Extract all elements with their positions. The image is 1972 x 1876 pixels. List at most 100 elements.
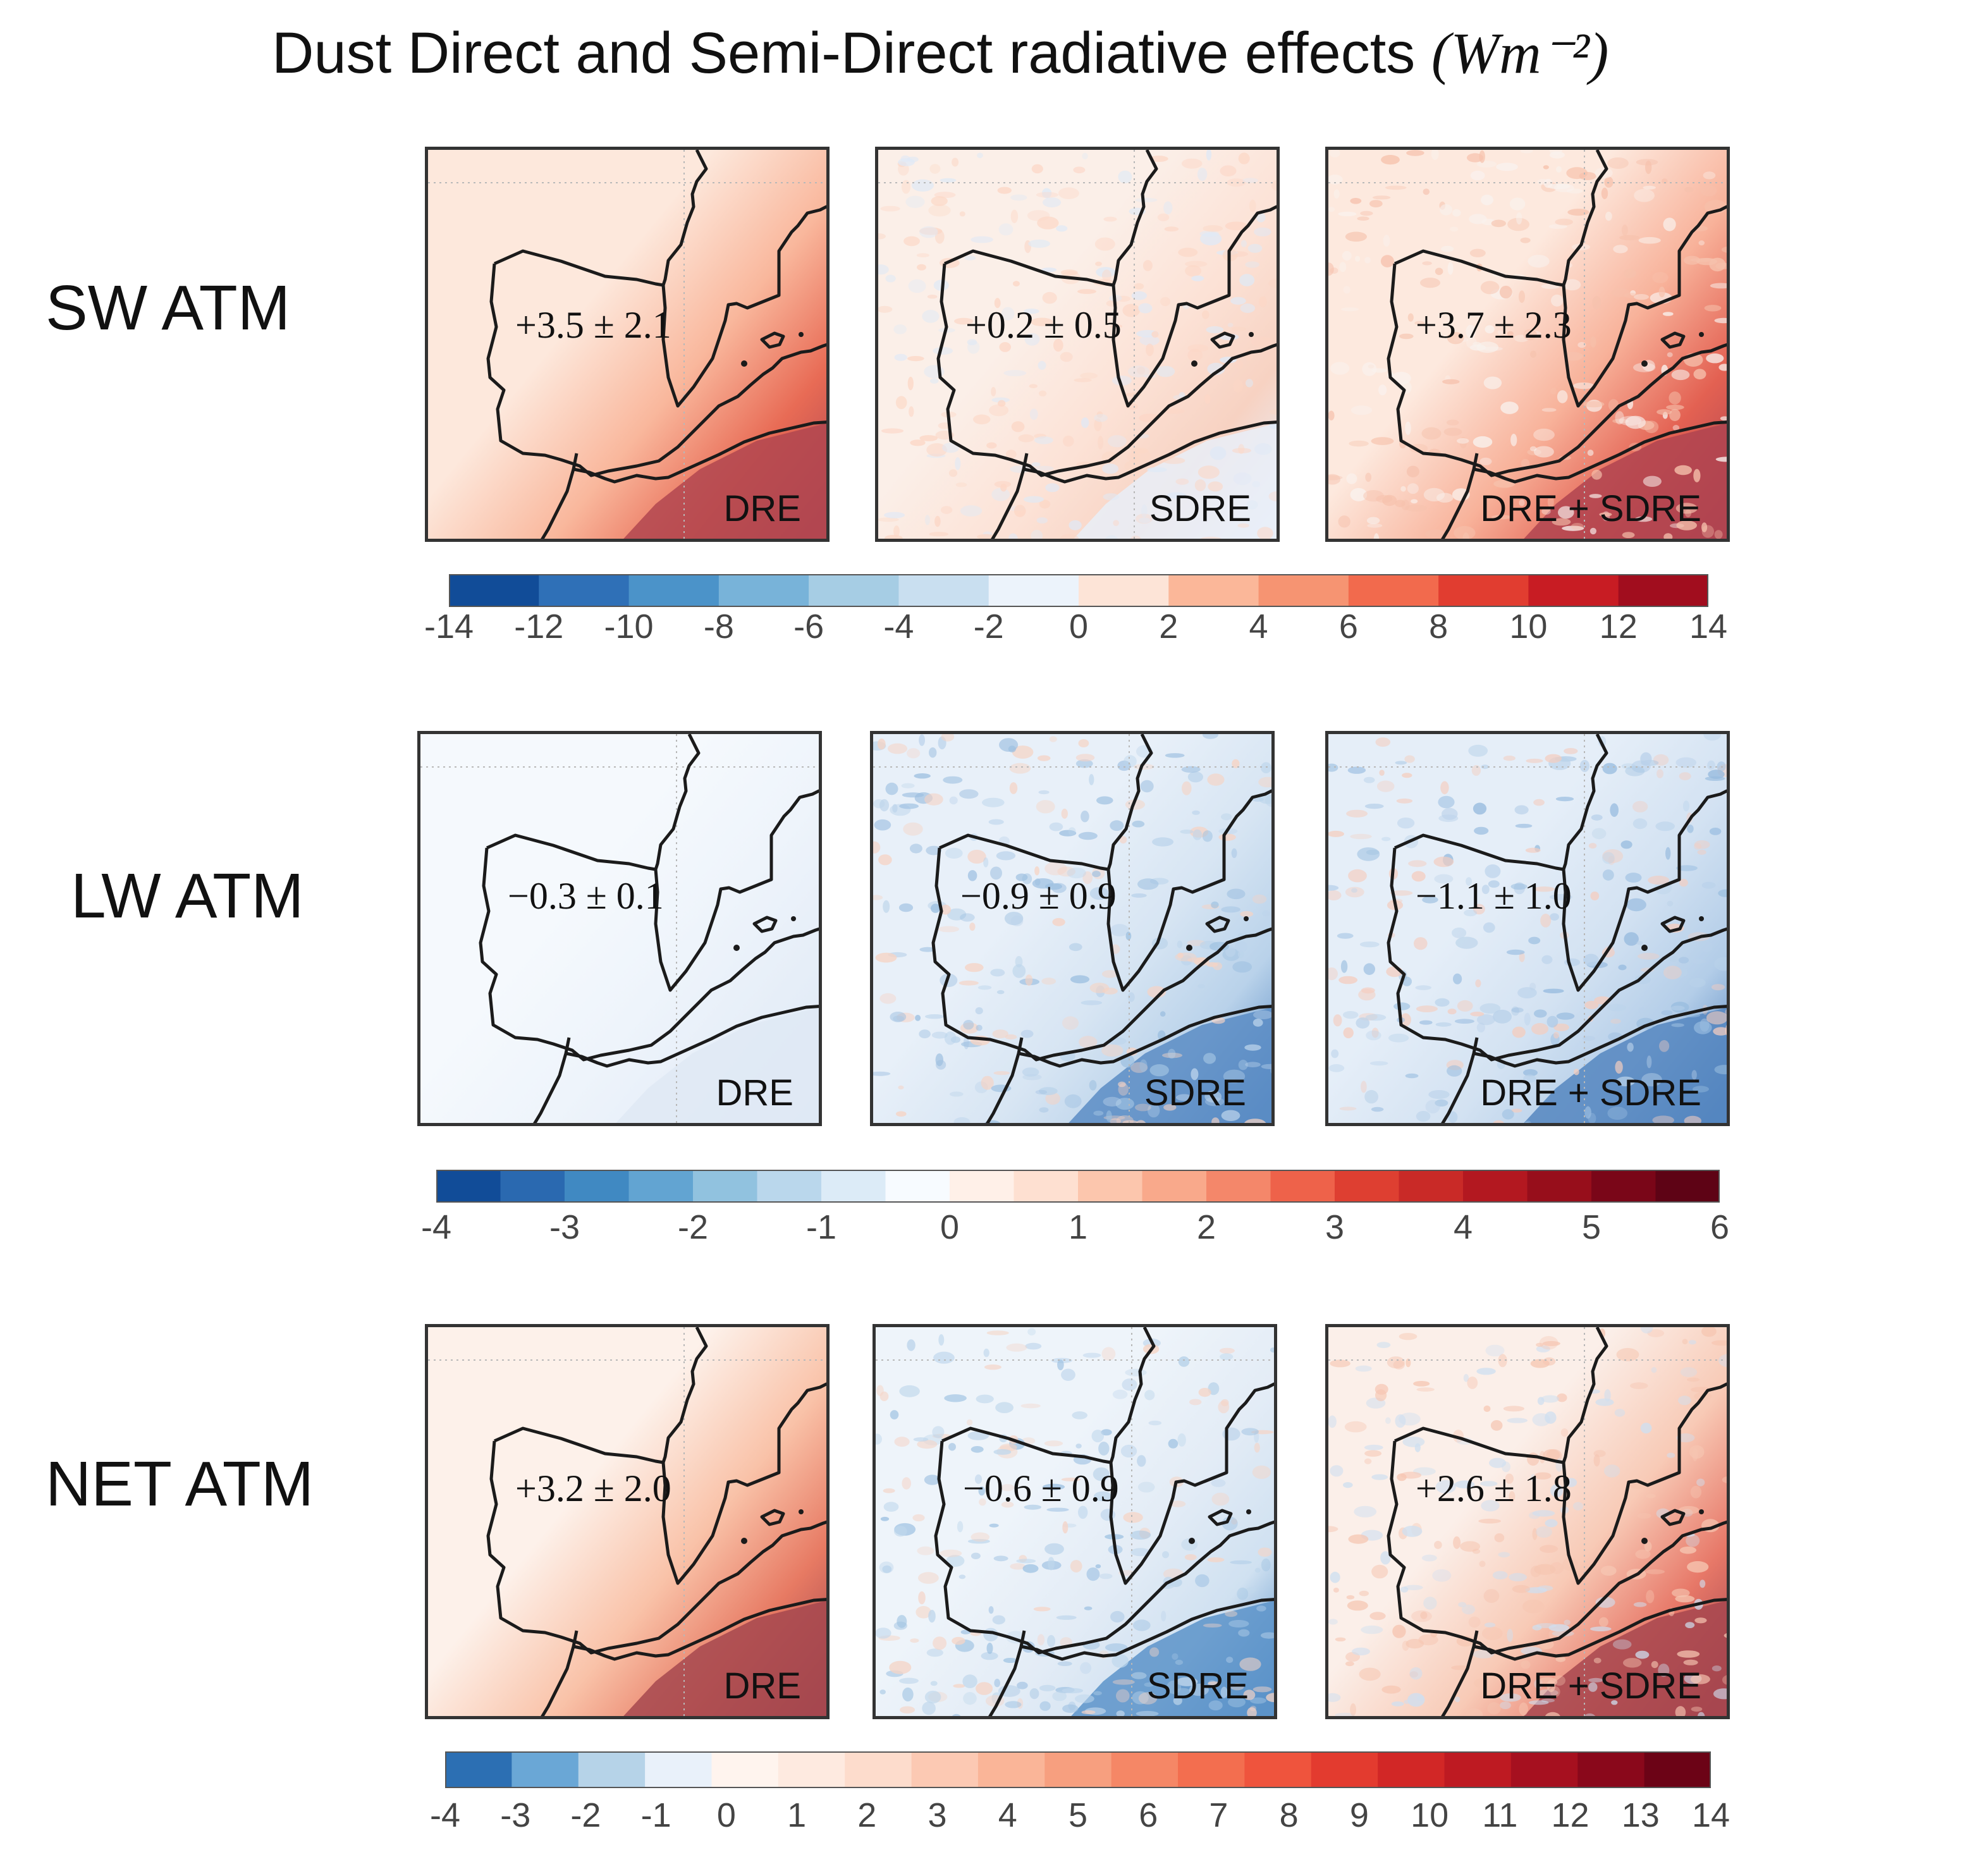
map-speckle [1566, 167, 1588, 180]
map-speckle [1675, 1706, 1686, 1716]
map-speckle [1593, 1454, 1600, 1467]
map-speckle [913, 1437, 929, 1442]
map-speckle [1093, 1467, 1110, 1481]
map-speckle [1089, 983, 1110, 993]
map-speckle [1016, 1559, 1036, 1564]
map-speckle [1651, 1367, 1657, 1373]
map-speckle [1257, 527, 1273, 539]
map-speckle [1684, 1115, 1701, 1123]
map-speckle [1542, 1340, 1560, 1346]
map-speckle [1622, 532, 1635, 538]
map-speckle [1139, 335, 1160, 346]
map-speckle [883, 900, 890, 913]
colorbar-segment [718, 574, 809, 607]
map-speckle [1258, 1547, 1272, 1557]
map-speckle [1514, 805, 1529, 815]
map-speckle [1387, 1356, 1405, 1369]
map-speckle [1408, 860, 1427, 867]
map-speckle [1187, 771, 1203, 783]
map-speckle [1352, 1647, 1370, 1656]
map-speckle [1529, 446, 1537, 451]
panel-label: DRE [723, 488, 801, 529]
map-speckle [1038, 790, 1050, 795]
map-speckle [1256, 1605, 1266, 1612]
map-speckle [1112, 1389, 1128, 1399]
map-speckle [1247, 1707, 1257, 1716]
map-speckle [984, 1364, 1001, 1370]
map-speckle [1662, 312, 1674, 316]
map-speckle [1382, 494, 1397, 506]
map-speckle [1004, 912, 1024, 926]
map-speckle [1039, 500, 1051, 509]
coastline [1562, 734, 1608, 870]
map-speckle [1519, 1702, 1528, 1716]
map-speckle [1227, 888, 1246, 900]
map-speckle [1037, 216, 1059, 230]
map-speckle [1675, 503, 1698, 514]
map-speckle [925, 1014, 944, 1019]
map-speckle [1161, 1124, 1180, 1126]
map-speckle [986, 1643, 993, 1654]
map-speckle [1096, 267, 1116, 278]
colorbar-segment [1311, 1751, 1378, 1788]
map-speckle [1225, 221, 1248, 231]
map-speckle [994, 298, 1001, 309]
map-speckle [986, 442, 997, 449]
map-speckle [981, 1076, 994, 1090]
map-speckle [1557, 1393, 1567, 1402]
map-speckle [1541, 408, 1557, 412]
map-speckle [957, 1521, 964, 1533]
map-speckle [976, 1682, 993, 1695]
map-speckle [1709, 828, 1722, 835]
island-marker [1641, 360, 1648, 367]
map-speckle [1132, 820, 1145, 828]
map-speckle [1185, 265, 1202, 277]
map-speckle [940, 1549, 962, 1557]
map-speckle [1189, 1399, 1202, 1406]
map-speckle [1168, 1048, 1176, 1059]
map-speckle [1077, 289, 1096, 294]
map-speckle [1638, 953, 1660, 960]
panel-label: SDRE [1146, 1665, 1249, 1707]
map-speckle [1454, 1019, 1474, 1024]
map-speckle [1375, 1389, 1387, 1402]
map-speckle [1652, 272, 1669, 283]
colorbar-border [445, 1751, 1711, 1788]
coastline [1393, 1382, 1727, 1585]
map-south-region [1524, 1007, 1727, 1123]
map-speckle [998, 223, 1014, 236]
map-speckle [1240, 910, 1254, 917]
map-speckle [989, 404, 1009, 417]
map-speckle [1698, 240, 1705, 246]
map-speckle [1203, 225, 1223, 232]
map-speckle [1122, 303, 1140, 317]
map-speckle [1491, 515, 1512, 520]
map-speckle [1250, 1697, 1266, 1704]
map-speckle [1434, 874, 1454, 884]
map-speckle [1179, 392, 1185, 398]
map-speckle [1507, 1629, 1513, 1642]
map-speckle [929, 747, 937, 758]
map-speckle [1333, 1014, 1342, 1027]
map-speckle [1208, 1681, 1221, 1686]
map-speckle [1402, 976, 1412, 986]
map-speckle [943, 776, 963, 784]
coastline [486, 1440, 826, 1655]
map-speckle [1421, 1554, 1437, 1562]
colorbar-segment [898, 574, 989, 607]
map-speckle [1700, 941, 1713, 952]
map-speckle [1443, 427, 1462, 436]
colorbar-tick-label: 1 [1068, 1208, 1088, 1246]
map-speckle [919, 734, 925, 746]
map-speckle [878, 854, 892, 866]
map-speckle [1165, 753, 1185, 758]
map-speckle [1230, 297, 1246, 305]
map-speckle [1034, 436, 1053, 444]
map-speckle [1562, 352, 1583, 361]
map-speckle [1328, 175, 1343, 185]
map-speckle [1662, 178, 1668, 184]
map-speckle [1144, 1390, 1155, 1401]
map-speckle [1098, 1442, 1110, 1456]
map-speckle [1510, 883, 1528, 890]
map-speckle [1435, 1099, 1448, 1107]
